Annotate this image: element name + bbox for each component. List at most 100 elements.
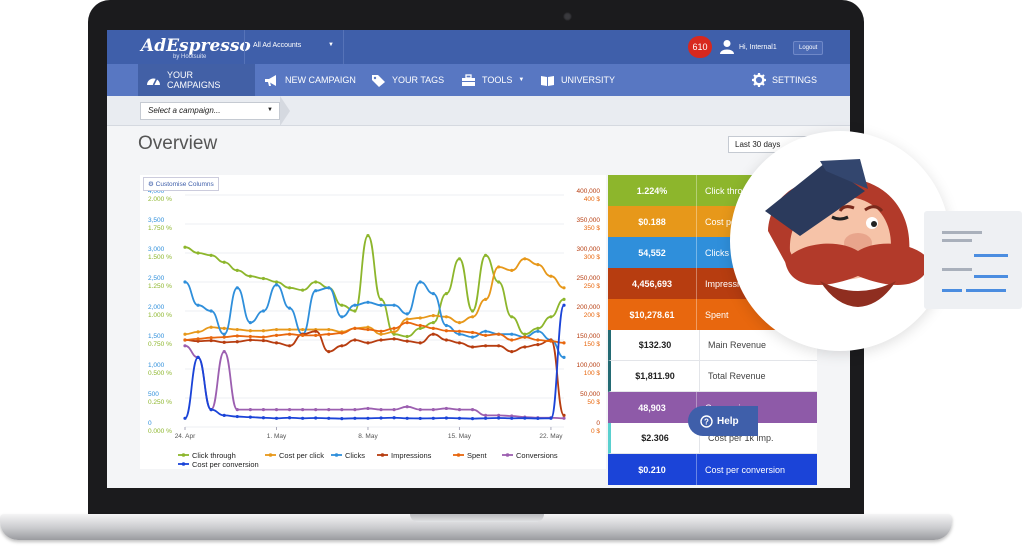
data-point <box>248 321 252 325</box>
nav-university[interactable]: UNIVERSITY <box>532 64 623 96</box>
data-point <box>418 408 422 412</box>
campaign-select[interactable]: Select a campaign... ▼ <box>140 102 280 120</box>
series-line <box>184 304 565 420</box>
data-point <box>392 337 396 341</box>
data-point <box>483 297 488 301</box>
data-point <box>405 312 409 316</box>
nav-your-tags[interactable]: YOUR TAGS <box>363 64 452 96</box>
y-tick-label: 1.250 % <box>148 283 172 290</box>
nav-label: YOUR TAGS <box>392 75 445 85</box>
data-point <box>497 344 501 348</box>
help-button[interactable]: ? Help <box>688 406 758 436</box>
data-point <box>287 306 292 310</box>
data-point <box>209 309 213 313</box>
data-point <box>418 323 422 328</box>
y-tick-label: 1.000 % <box>148 312 172 319</box>
metric-value: $0.188 <box>608 206 697 237</box>
chevron-down-icon: ▼ <box>267 107 273 113</box>
metric-value: 54,552 <box>608 237 697 268</box>
logout-button[interactable]: Logout <box>793 41 824 55</box>
metric-row[interactable]: $1,811.90 Total Revenue <box>608 361 817 392</box>
series-line <box>184 281 565 359</box>
notification-badge[interactable]: 610 <box>688 36 712 58</box>
data-point <box>340 408 344 412</box>
nav-label: YOUR CAMPAIGNS <box>167 70 221 90</box>
y-tick-label: 4,000 <box>148 188 165 195</box>
y-tick-label: 1.500 % <box>148 254 172 261</box>
data-point <box>222 326 226 330</box>
data-point <box>562 413 566 417</box>
nav-new-campaign[interactable]: NEW CAMPAIGN <box>256 64 364 96</box>
y-tick-label: 100 $ <box>584 370 601 377</box>
question-icon: ? <box>700 414 713 428</box>
series-line <box>184 344 565 420</box>
data-point <box>196 330 200 334</box>
data-point <box>314 416 318 420</box>
data-point <box>274 408 279 412</box>
legend-label: Spent <box>467 451 488 460</box>
data-point <box>562 303 566 307</box>
y-tick-label: 350 $ <box>584 225 601 232</box>
data-point <box>392 416 396 420</box>
data-point <box>549 274 553 278</box>
data-point <box>327 408 331 412</box>
data-point <box>497 265 501 269</box>
data-point <box>196 337 200 341</box>
app-logo[interactable]: AdEspresso <box>141 36 251 56</box>
data-point <box>431 292 435 296</box>
chevron-down-icon: ▼ <box>328 42 334 48</box>
nav-your-campaigns[interactable]: YOUR CAMPAIGNS <box>138 64 255 96</box>
data-point <box>274 327 279 332</box>
metric-label: Main Revenue <box>708 340 767 350</box>
legend-marker <box>505 453 510 457</box>
data-point <box>261 309 266 313</box>
breadcrumb-arrow <box>280 96 290 126</box>
data-point <box>301 416 305 420</box>
legend-marker <box>268 453 273 457</box>
data-point <box>353 416 357 420</box>
nav-tools[interactable]: TOOLS ▼ <box>453 64 532 96</box>
nav-settings[interactable]: SETTINGS <box>744 64 825 96</box>
y-tick-label: 150,000 <box>577 333 601 340</box>
data-point <box>314 408 318 412</box>
nav-label: TOOLS <box>482 75 513 85</box>
document-lines-icon <box>942 231 1008 292</box>
customise-columns-button[interactable]: ⚙ Customise Columns <box>143 177 219 191</box>
gear-icon: ⚙ <box>148 181 154 188</box>
y-tick-label: 50,000 <box>580 391 600 398</box>
y-tick-label: 400 $ <box>584 196 601 203</box>
data-point <box>418 280 422 284</box>
y-tick-label: 200 $ <box>584 312 601 319</box>
data-point <box>366 327 370 332</box>
data-point <box>562 355 566 359</box>
data-point <box>497 413 501 417</box>
data-point <box>196 355 200 359</box>
metric-value: $132.30 <box>611 330 700 360</box>
data-point <box>444 406 448 411</box>
data-point <box>444 323 448 328</box>
data-point <box>248 338 252 342</box>
help-label: Help <box>717 415 739 427</box>
x-tick-label: 15. May <box>448 433 472 440</box>
legend-marker <box>380 453 385 457</box>
data-point <box>523 335 527 339</box>
document-card <box>924 211 1022 309</box>
account-selector[interactable]: All Ad Accounts ▼ <box>244 30 344 64</box>
legend-label: Cost per click <box>279 451 324 460</box>
top-bar: AdEspresso by Hootsuite All Ad Accounts … <box>107 30 850 64</box>
data-point <box>379 329 383 333</box>
metric-row[interactable]: $0.210 Cost per conversion <box>608 454 817 485</box>
data-point <box>235 340 239 344</box>
data-point <box>470 416 475 421</box>
toolbox-icon <box>462 73 475 86</box>
data-point <box>483 333 488 337</box>
data-point <box>392 303 396 307</box>
y-tick-label: 400,000 <box>577 188 601 195</box>
legend-marker <box>181 453 186 457</box>
data-point <box>536 329 540 333</box>
data-point <box>483 329 488 333</box>
data-point <box>235 268 239 272</box>
data-point <box>366 406 370 411</box>
user-icon[interactable] <box>720 39 734 54</box>
